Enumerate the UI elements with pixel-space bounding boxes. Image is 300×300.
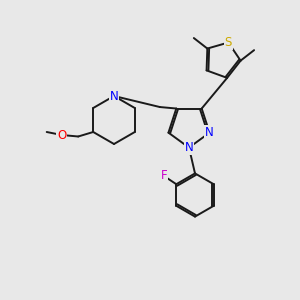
- Text: F: F: [160, 169, 167, 182]
- Text: O: O: [57, 128, 66, 142]
- Text: N: N: [110, 89, 118, 103]
- Text: N: N: [184, 141, 194, 154]
- Text: N: N: [205, 126, 214, 139]
- Text: S: S: [225, 36, 232, 49]
